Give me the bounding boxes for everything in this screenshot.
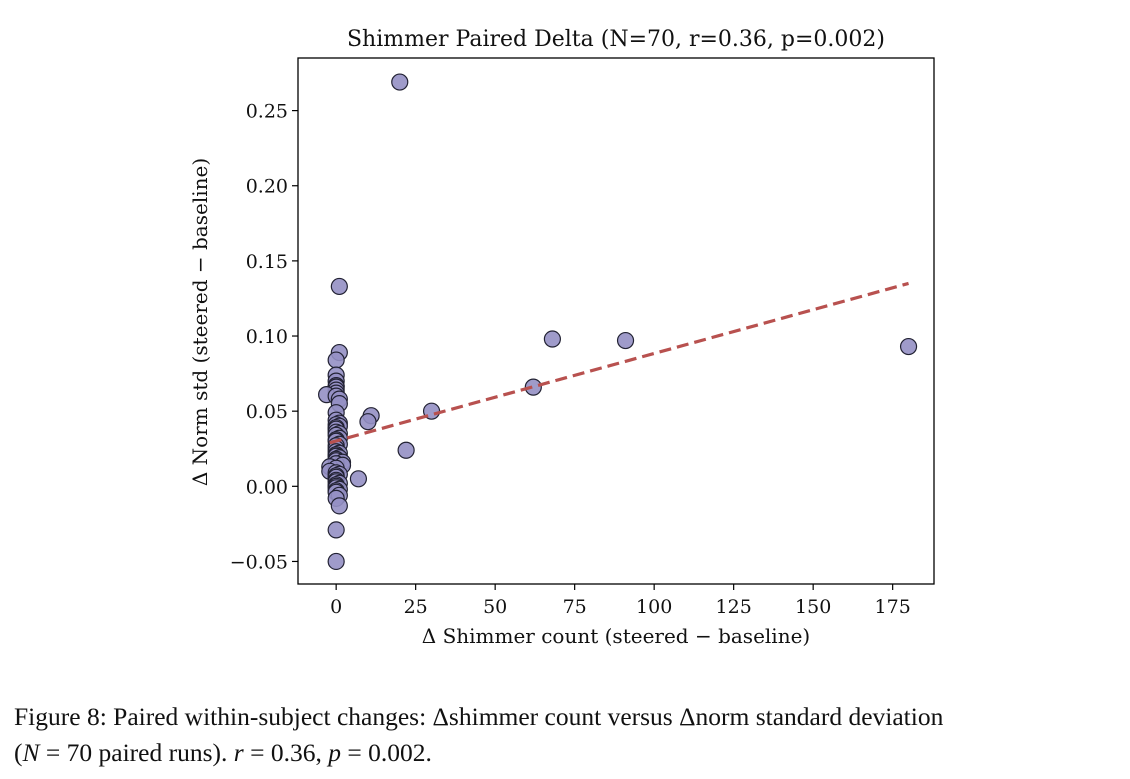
y-tick-label: 0.00 bbox=[246, 476, 288, 498]
x-tick-label: 125 bbox=[716, 596, 752, 618]
data-point bbox=[899, 337, 918, 356]
x-tick-label: 25 bbox=[404, 596, 428, 618]
plot-area bbox=[318, 73, 918, 571]
caption-n-symbol: N bbox=[22, 738, 40, 767]
data-point bbox=[327, 351, 345, 369]
data-point bbox=[616, 331, 635, 350]
data-point bbox=[391, 73, 409, 91]
caption-line-1: Figure 8: Paired within-subject changes:… bbox=[14, 702, 944, 731]
data-point bbox=[349, 470, 368, 488]
y-axis: −0.05 0.00 0.05 0.10 0.15 0.20 0.25 bbox=[230, 101, 298, 573]
y-tick-label: −0.05 bbox=[230, 551, 288, 573]
data-point bbox=[327, 552, 345, 571]
figure-caption: Figure 8: Paired within-subject changes:… bbox=[14, 699, 1124, 771]
data-point bbox=[330, 497, 348, 515]
scatter-chart: Shimmer Paired Delta (N=70, r=0.36, p=0.… bbox=[188, 27, 935, 648]
data-point bbox=[524, 378, 542, 396]
caption-n-value: = 70 paired runs). bbox=[39, 738, 234, 767]
x-tick-label: 0 bbox=[330, 596, 342, 618]
caption-r-value: = 0.36, bbox=[243, 738, 329, 767]
x-tick-label: 75 bbox=[563, 596, 587, 618]
plot-frame bbox=[297, 57, 935, 585]
trend-line bbox=[329, 281, 909, 445]
x-axis-label: Δ Shimmer count (steered − baseline) bbox=[422, 624, 810, 648]
y-tick-label: 0.25 bbox=[246, 101, 288, 123]
x-tick-label: 100 bbox=[636, 596, 672, 618]
data-point bbox=[397, 441, 415, 459]
caption-p-value: = 0.002. bbox=[340, 738, 432, 767]
y-axis-label: Δ Norm std (steered − baseline) bbox=[188, 158, 212, 486]
caption-line-2: (N = 70 paired runs). r = 0.36, p = 0.00… bbox=[14, 735, 1124, 771]
data-point bbox=[359, 413, 377, 431]
y-tick-label: 0.20 bbox=[246, 176, 288, 198]
data-point bbox=[330, 277, 348, 296]
chart-title: Shimmer Paired Delta (N=70, r=0.36, p=0.… bbox=[347, 27, 885, 52]
x-tick-label: 175 bbox=[875, 596, 911, 618]
x-tick-label: 50 bbox=[483, 596, 507, 618]
y-tick-label: 0.10 bbox=[246, 326, 288, 348]
data-point bbox=[327, 521, 345, 539]
y-tick-label: 0.15 bbox=[246, 251, 288, 273]
caption-p-symbol: p bbox=[328, 738, 341, 767]
x-axis: 0 25 50 75 100 125 150 175 bbox=[330, 584, 911, 618]
data-point bbox=[543, 330, 562, 348]
y-tick-label: 0.05 bbox=[246, 401, 288, 423]
caption-r-symbol: r bbox=[233, 738, 244, 767]
x-tick-label: 150 bbox=[795, 596, 831, 618]
caption-open-paren: ( bbox=[14, 738, 23, 767]
